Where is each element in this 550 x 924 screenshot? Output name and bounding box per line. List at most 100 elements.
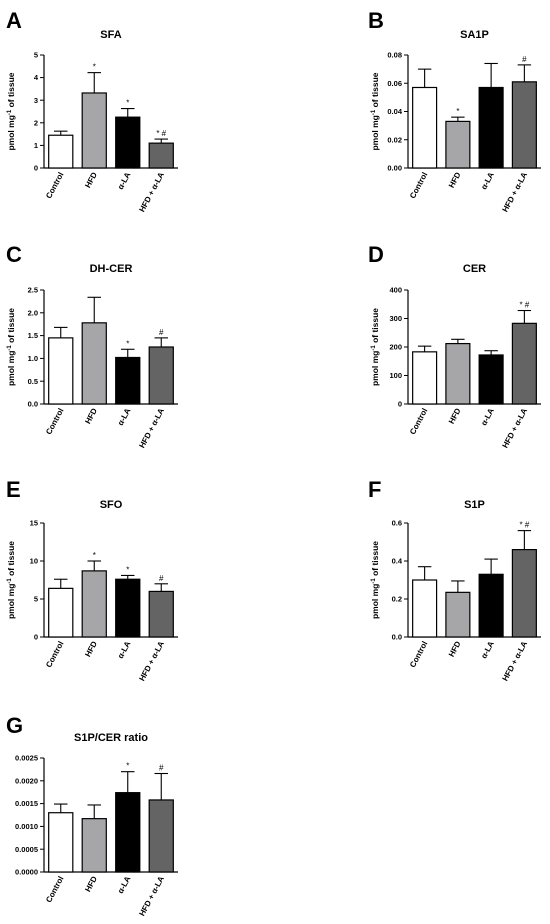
category-label: HFD + α-LA: [138, 875, 167, 918]
category-label: HFD: [447, 407, 463, 426]
bar-4: [148, 142, 174, 169]
category-label: HFD: [83, 640, 99, 659]
y-axis-label: pmol mg-1 of tissue: [370, 308, 380, 386]
category-label: α-LA: [479, 171, 496, 192]
chart-panel-f: F S1P 0.0 0.2 0.4 0.6 pmol mg-1 of tissue Contr…: [368, 477, 541, 683]
bar-1: [412, 351, 438, 405]
y-tick-label: 0.02: [387, 135, 402, 144]
y-tick-label: 0.0010: [15, 822, 38, 831]
panel-letter: C: [6, 242, 22, 267]
y-tick-label: 5: [34, 595, 38, 604]
bar-2: [81, 570, 107, 638]
significance-label: * #: [519, 521, 529, 530]
category-label: HFD + α-LA: [138, 171, 167, 214]
panel-letter: F: [368, 477, 381, 502]
category-label: HFD + α-LA: [501, 640, 530, 683]
bar-3: [115, 116, 141, 169]
category-label: HFD + α-LA: [501, 171, 530, 214]
panel-letter: E: [6, 477, 21, 502]
category-label: HFD: [447, 640, 463, 659]
chart-panel-e: E SFO 0 5 10 15 pmol mg-1 of tissue Control * HFD…: [6, 477, 178, 683]
bar-1: [412, 579, 438, 638]
panel-letter: A: [6, 8, 22, 33]
y-tick-label: 5: [34, 51, 38, 60]
category-label: Control: [44, 640, 65, 669]
y-tick-label: 0.0: [28, 400, 38, 409]
bar-4: [511, 81, 537, 169]
bar-1: [412, 86, 438, 169]
y-tick-label: 0.00: [387, 164, 402, 173]
category-label: HFD: [83, 407, 99, 426]
y-tick-label: 0.0020: [15, 776, 38, 785]
y-tick-label: 2: [34, 118, 38, 127]
bar-1: [48, 587, 74, 638]
significance-label: *: [126, 762, 129, 771]
y-tick-label: 0.04: [387, 107, 402, 116]
panel-letter: D: [368, 242, 384, 267]
category-label: α-LA: [479, 407, 496, 428]
y-tick-label: 0.0015: [15, 799, 38, 808]
chart-title: S1P/CER ratio: [74, 732, 148, 744]
y-tick-label: 2.5: [28, 286, 38, 295]
y-tick-label: 1.0: [28, 354, 38, 363]
category-label: HFD: [447, 171, 463, 190]
y-tick-label: 400: [389, 286, 402, 295]
bar-2: [445, 342, 471, 405]
chart-title: SFO: [100, 499, 123, 511]
bar-2: [81, 92, 107, 169]
bar-1: [48, 337, 74, 405]
bar-1: [48, 812, 74, 873]
y-axis-label: pmol mg-1 of tissue: [6, 72, 16, 150]
bar-4: [148, 590, 174, 638]
y-tick-label: 0.06: [387, 79, 402, 88]
y-axis-label: pmol mg-1 of tissue: [6, 308, 16, 386]
y-axis-label: pmol mg-1 of tissue: [370, 72, 380, 150]
y-tick-label: 1.5: [28, 331, 38, 340]
bar-2: [445, 120, 471, 169]
chart-title: CER: [463, 263, 486, 275]
chart-title: S1P: [464, 499, 485, 511]
bar-3: [115, 578, 141, 638]
bar-2: [445, 591, 471, 638]
y-tick-label: 0.2: [392, 595, 402, 604]
significance-label: *: [126, 99, 129, 108]
category-label: Control: [408, 171, 429, 200]
chart-panel-d: D CER 0 100 200 300 400 pmol mg-1 of tissue Cont…: [368, 242, 541, 450]
bar-4: [148, 346, 174, 405]
significance-label: *: [126, 339, 129, 348]
significance-label: #: [159, 764, 164, 773]
y-tick-label: 15: [30, 519, 38, 528]
significance-label: *: [93, 551, 96, 560]
significance-label: #: [159, 574, 164, 583]
chart-title: DH-CER: [90, 263, 133, 275]
y-tick-label: 10: [30, 557, 38, 566]
y-tick-label: 0.0025: [15, 754, 38, 763]
bar-4: [511, 322, 537, 405]
significance-label: * #: [519, 301, 529, 310]
chart-title: SFA: [100, 29, 121, 41]
category-label: HFD + α-LA: [501, 407, 530, 450]
category-label: α-LA: [116, 875, 133, 896]
y-tick-label: 1: [34, 141, 38, 150]
category-label: Control: [44, 407, 65, 436]
y-tick-label: 4: [34, 73, 39, 82]
significance-label: *: [456, 107, 459, 116]
bar-2: [81, 322, 107, 405]
category-label: HFD + α-LA: [138, 640, 167, 683]
y-tick-label: 0.0005: [15, 845, 38, 854]
panel-letter: B: [368, 8, 384, 33]
bar-3: [115, 356, 141, 405]
chart-panel-b: B SA1P 0.00 0.02 0.04 0.06 0.08 pmol mg-1 of ti…: [368, 8, 541, 214]
y-tick-label: 100: [389, 371, 402, 380]
bar-2: [81, 818, 107, 873]
category-label: HFD: [83, 875, 99, 894]
y-tick-label: 0: [398, 400, 402, 409]
category-label: α-LA: [116, 171, 133, 192]
panel-letter: G: [6, 713, 23, 738]
y-tick-label: 0.0: [392, 633, 402, 642]
y-tick-label: 0.4: [392, 557, 403, 566]
bar-1: [48, 134, 74, 169]
category-label: α-LA: [479, 640, 496, 661]
category-label: α-LA: [116, 407, 133, 428]
